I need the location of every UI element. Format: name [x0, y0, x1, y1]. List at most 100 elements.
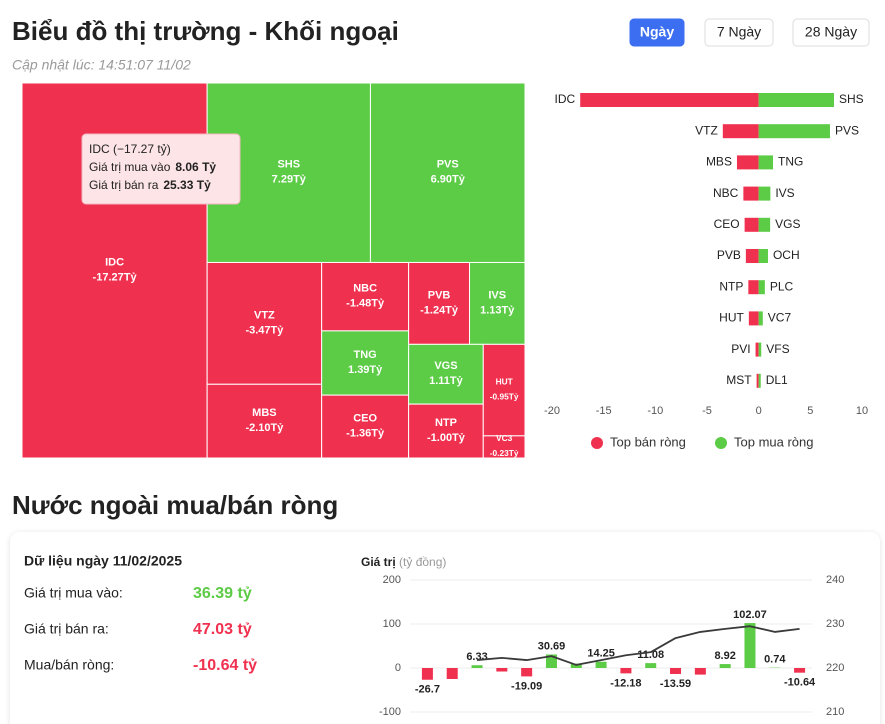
y-tick-label: 0 [395, 662, 401, 674]
summary-label: Giá trị mua vào: [24, 585, 123, 601]
bar-label: VFS [766, 342, 789, 356]
bar [758, 124, 830, 139]
legend-label: Top bán ròng [610, 434, 686, 449]
tab-background [704, 18, 774, 47]
tab-label[interactable]: 28 Ngày [805, 24, 857, 40]
bar [722, 124, 759, 139]
bar [521, 668, 533, 677]
bar [758, 280, 765, 295]
page-title: Biểu đồ thị trường - Khối ngoại [12, 16, 399, 46]
tile-value: 1.11Tỷ [429, 375, 464, 387]
legend-label: Top mua ròng [734, 434, 814, 449]
tooltip-row: Giá trị mua vào 8.06 Tỷ [89, 160, 216, 174]
bar [744, 217, 759, 232]
value-label: 8.92 [714, 650, 735, 662]
tile-ticker: TNG [354, 349, 377, 361]
tile-value: -3.47Tỷ [245, 324, 284, 336]
tile-ticker: IVS [488, 289, 506, 301]
bar-label: PVS [835, 123, 859, 137]
treemap-tile [408, 261, 471, 345]
bar-label: HUT [719, 311, 744, 325]
tile-ticker: VGS [434, 360, 457, 372]
tab-background [629, 18, 685, 47]
bar [758, 342, 762, 357]
tile-value: 7.29Tỷ [272, 174, 307, 186]
bar [745, 249, 759, 263]
bar-label: NTP [719, 279, 743, 293]
bar [748, 311, 759, 326]
tooltip: IDC (−17.27 tỷ) Giá trị mua vào 8.06 Tỷ Giá… [81, 133, 241, 205]
tile-ticker: PVS [437, 159, 459, 171]
tile-value: -17.27Tỷ [93, 271, 138, 283]
bar [758, 93, 834, 107]
updated-time: Cập nhật lúc: 14:51:07 11/02 [12, 57, 191, 73]
bar [580, 93, 759, 107]
summary-label: Mua/bán ròng: [24, 657, 114, 673]
value-label: 0.74 [764, 654, 786, 666]
bar [748, 280, 759, 295]
summary-value: 36.39 tỷ [193, 585, 252, 602]
value-label: 102.07 [733, 609, 767, 621]
bar-label: CEO [714, 217, 740, 231]
tab-label[interactable]: 7 Ngày [717, 24, 761, 40]
bar [755, 342, 759, 357]
bar-label: VGS [775, 217, 800, 231]
x-tick-label: 5 [807, 405, 813, 417]
bar-label: PLC [770, 279, 794, 293]
bar [758, 311, 763, 326]
value-label: -13.59 [660, 678, 691, 690]
section-title: Nước ngoài mua/bán ròng [12, 490, 338, 520]
bar-label: IDC [555, 92, 576, 106]
bar-label: DL1 [766, 373, 788, 387]
tooltip-value: 8.06 Tỷ [175, 160, 216, 174]
bar-label: MBS [706, 155, 732, 169]
tooltip-label: Giá trị bán ra [89, 178, 159, 192]
tab-label[interactable]: Ngày [640, 24, 674, 40]
tile-ticker: VTZ [254, 309, 275, 321]
legend-swatch [715, 437, 727, 449]
value-label: -19.09 [511, 680, 542, 692]
bar [620, 668, 632, 674]
bar [758, 373, 761, 388]
bar [645, 663, 657, 668]
y2-tick-label: 220 [826, 662, 844, 674]
legend-swatch [591, 437, 603, 449]
value-label: -12.18 [610, 677, 641, 689]
price-line [476, 625, 800, 666]
tile-ticker: SHS [277, 159, 300, 171]
y-tick-label: 200 [383, 574, 401, 586]
bar [595, 661, 607, 668]
tab[interactable]: Ngày [629, 18, 685, 47]
x-tick-label: 10 [856, 405, 868, 417]
bar [758, 249, 768, 263]
bar-label: PVI [731, 342, 750, 356]
tooltip-title: IDC (−17.27 tỷ) [89, 142, 171, 156]
bar-label: VC7 [768, 311, 792, 325]
bar [446, 668, 458, 679]
y-unit: (tỷ đồng) [399, 555, 446, 569]
bar [743, 186, 759, 201]
bar [794, 668, 806, 673]
x-tick-label: 0 [756, 405, 762, 417]
tile-value: -2.10Tỷ [245, 422, 284, 434]
y2-tick-label: 210 [826, 706, 844, 718]
tooltip-value: 25.33 Tỷ [163, 178, 211, 192]
y2-tick-label: 230 [826, 618, 844, 630]
bar-label: TNG [778, 155, 803, 169]
treemap-tile [206, 261, 323, 385]
bar [719, 664, 731, 668]
bar-label: PVB [717, 248, 741, 262]
tile-ticker: VC3 [496, 433, 513, 443]
bar [758, 186, 771, 201]
tile-ticker: NTP [435, 417, 457, 429]
tab[interactable]: 28 Ngày [792, 18, 870, 47]
tab[interactable]: 7 Ngày [704, 18, 774, 47]
x-tick-label: -10 [647, 405, 663, 417]
bar-label: NBC [713, 186, 739, 200]
summary-label: Giá trị bán ra: [24, 621, 109, 637]
tile-ticker: NBC [353, 283, 377, 295]
tile-value: -1.00Tỷ [427, 432, 466, 444]
bar-label: OCH [773, 248, 800, 262]
value-label: -10.64 [784, 677, 816, 689]
value-label: 30.69 [538, 640, 566, 652]
